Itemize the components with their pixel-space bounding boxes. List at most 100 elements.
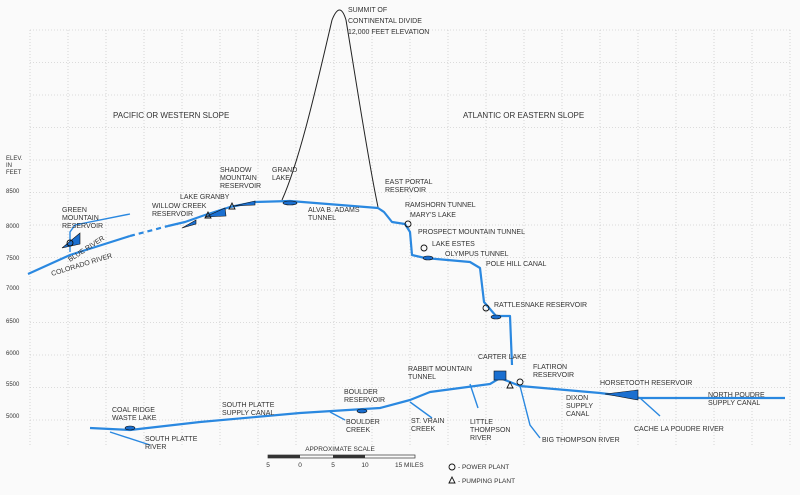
scale-tick-label: 5 [266, 462, 270, 469]
feature-label-line: RATTLESNAKE RESERVOIR [494, 302, 587, 309]
feature-label-line: PROSPECT MOUNTAIN TUNNEL [418, 229, 525, 236]
feature-label-line: RESERVOIR [533, 372, 574, 379]
feature-label-line: DIXON [566, 395, 588, 402]
axis-label: 7500 [6, 256, 20, 262]
feature-label-line: TUNNEL [308, 215, 336, 222]
st-vrain-creek [409, 401, 433, 419]
feature-label-line: OLYMPUS TUNNEL [445, 251, 509, 258]
feature-label-line: POLE HILL CANAL [486, 261, 547, 268]
colorado-river-dashed [129, 224, 169, 238]
feature-label: COAL RIDGE WASTE LAKE [112, 407, 157, 422]
scale-title: APPROXIMATE SCALE [305, 446, 375, 453]
scale-tick-label: 10 [361, 462, 369, 469]
feature-label-line: THOMPSON [470, 427, 510, 434]
feature-label-line: MARY'S LAKE [410, 212, 456, 219]
scale-bar-fill [268, 455, 300, 458]
rattlesnake-reservoir [490, 314, 502, 320]
slope-label: ATLANTIC OR EASTERN SLOPE [463, 111, 584, 120]
lake-granby [204, 207, 227, 218]
feature-label-line: CREEK [346, 427, 370, 434]
boulder-reservoir [356, 408, 368, 414]
legend-label: - POWER PLANT [458, 464, 509, 471]
feature-label-line: BOULDER [344, 389, 378, 396]
pumping-plant-icon [204, 210, 212, 219]
feature-label-line: LAKE [272, 175, 290, 182]
axis-label: 8500 [6, 189, 20, 195]
summit-label-line: CONTINENTAL DIVIDE [348, 18, 422, 25]
lake-estes [422, 255, 434, 261]
little-thompson-river [469, 383, 479, 409]
power-plant-icon [66, 239, 74, 247]
feature-label-line: GREEN [62, 207, 87, 214]
feature-label: PROSPECT MOUNTAIN TUNNEL [418, 229, 525, 236]
feature-label-line: SUPPLY [566, 403, 593, 410]
feature-label-line: GRAND [272, 167, 297, 174]
axis-label: 5500 [6, 382, 20, 388]
feature-label-line: RABBIT MOUNTAIN [408, 366, 472, 373]
feature-label-line: ALVA B. ADAMS [308, 207, 360, 214]
legend-pump-icon [448, 475, 456, 484]
feature-label: RABBIT MOUNTAIN TUNNEL [408, 366, 472, 381]
feature-label-line: CARTER LAKE [478, 354, 527, 361]
feature-label-line: BOULDER [346, 419, 380, 426]
feature-label-line: SUPPLY CANAL [708, 400, 760, 407]
big-thompson-river [519, 385, 541, 439]
feature-label-line: COAL RIDGE [112, 407, 155, 414]
feature-label-line: RESERVOIR [344, 397, 385, 404]
axis-title-line: IN [6, 163, 12, 169]
pumping-plant-icon [228, 201, 236, 210]
feature-label: LAKE ESTES [432, 241, 475, 248]
feature-label: POLE HILL CANAL [486, 261, 547, 268]
colorado-river [27, 234, 131, 276]
shadow-mountain-reservoir [233, 200, 256, 207]
willow-creek-reservoir [181, 219, 197, 229]
summit-label-line: 12,000 FEET ELEVATION [348, 29, 429, 36]
feature-label: BOULDER CREEK [346, 419, 380, 434]
feature-label: SOUTH PLATTE SUPPLY CANAL [222, 402, 275, 417]
feature-label-line: CREEK [411, 426, 435, 433]
feature-label-line: RIVER [145, 444, 166, 451]
feature-label: RAMSHORN TUNNEL [405, 202, 476, 209]
feature-label-line: FLATIRON [533, 364, 567, 371]
feature-label: MARY'S LAKE [410, 212, 456, 219]
power-plant-icon [516, 378, 524, 386]
feature-label-line: RIVER [470, 435, 491, 442]
axis-label: 8000 [6, 224, 20, 230]
feature-label-line: HORSETOOTH RESERVOIR [600, 380, 692, 387]
axis-label: 7000 [6, 286, 20, 292]
feature-label: WILLOW CREEK RESERVOIR [152, 203, 207, 218]
feature-label: SOUTH PLATTE RIVER [145, 436, 198, 451]
power-plant-icon [404, 220, 412, 228]
feature-label-line: RAMSHORN TUNNEL [405, 202, 476, 209]
feature-label-line: WILLOW CREEK [152, 203, 207, 210]
scale-tick-label: 5 [331, 462, 335, 469]
feature-label-line: SOUTH PLATTE [145, 436, 198, 443]
feature-label: CACHE LA POUDRE RIVER [634, 426, 724, 433]
axis-title: ELEV. IN FEET [6, 156, 23, 176]
feature-label-line: SHADOW [220, 167, 252, 174]
feature-label: CARTER LAKE [478, 354, 527, 361]
feature-label-line: RESERVOIR [220, 183, 261, 190]
power-plant-icon [482, 304, 490, 312]
feature-label: LAKE GRANBY [180, 194, 230, 201]
feature-label: ST. VRAIN CREEK [411, 418, 444, 433]
cache-la-poudre-river [639, 397, 661, 417]
feature-label: BIG THOMPSON RIVER [542, 437, 620, 444]
feature-label: GRAND LAKE [272, 167, 297, 182]
water-route [167, 199, 514, 366]
feature-label-line: CACHE LA POUDRE RIVER [634, 426, 724, 433]
feature-label-line: RESERVOIR [152, 211, 193, 218]
feature-label: EAST PORTAL RESERVOIR [385, 179, 433, 194]
pumping-plant-icon [506, 380, 514, 389]
coal-ridge-waste-lake [124, 425, 136, 431]
feature-label-line: NORTH POUDRE [708, 392, 765, 399]
axis-title-line: FEET [6, 170, 22, 176]
eastern-delivery [499, 376, 785, 400]
feature-label: HORSETOOTH RESERVOIR [600, 380, 692, 387]
feature-label-line: LAKE GRANBY [180, 194, 230, 201]
feature-label: RATTLESNAKE RESERVOIR [494, 302, 587, 309]
feature-label: NORTH POUDRE SUPPLY CANAL [708, 392, 765, 407]
continental-divide [281, 9, 379, 208]
axis-label: 6500 [6, 319, 20, 325]
